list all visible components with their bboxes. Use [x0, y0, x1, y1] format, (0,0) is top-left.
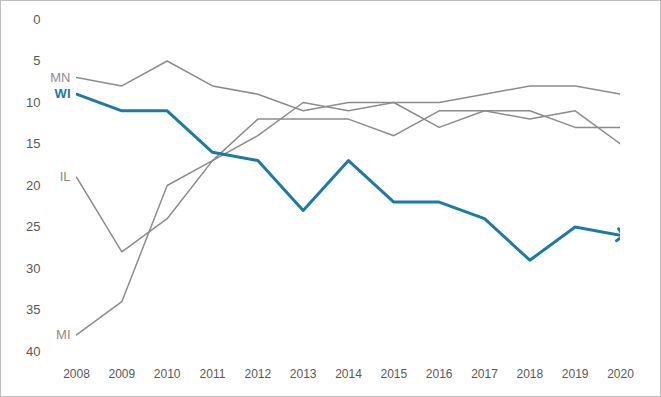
svg-text:0: 0: [33, 12, 40, 27]
svg-text:2008: 2008: [63, 367, 90, 381]
svg-text:2010: 2010: [154, 367, 181, 381]
svg-text:2016: 2016: [426, 367, 453, 381]
svg-text:2020: 2020: [607, 367, 634, 381]
svg-text:WI: WI: [55, 86, 71, 101]
svg-text:2019: 2019: [562, 367, 589, 381]
svg-text:2018: 2018: [516, 367, 543, 381]
svg-text:2014: 2014: [335, 367, 362, 381]
svg-text:2012: 2012: [244, 367, 271, 381]
svg-text:40: 40: [26, 344, 40, 359]
svg-text:2015: 2015: [380, 367, 407, 381]
svg-text:5: 5: [33, 53, 40, 68]
svg-text:2011: 2011: [200, 367, 226, 381]
svg-text:MN: MN: [50, 70, 70, 85]
svg-text:30: 30: [26, 261, 40, 276]
svg-text:20: 20: [26, 178, 40, 193]
svg-text:35: 35: [26, 302, 40, 317]
svg-text:2013: 2013: [290, 367, 317, 381]
svg-text:MI: MI: [56, 327, 70, 342]
svg-text:2009: 2009: [108, 367, 135, 381]
svg-text:2017: 2017: [471, 367, 498, 381]
svg-text:15: 15: [26, 136, 40, 151]
svg-text:25: 25: [26, 219, 40, 234]
svg-text:IL: IL: [60, 169, 71, 184]
svg-text:10: 10: [26, 95, 40, 110]
